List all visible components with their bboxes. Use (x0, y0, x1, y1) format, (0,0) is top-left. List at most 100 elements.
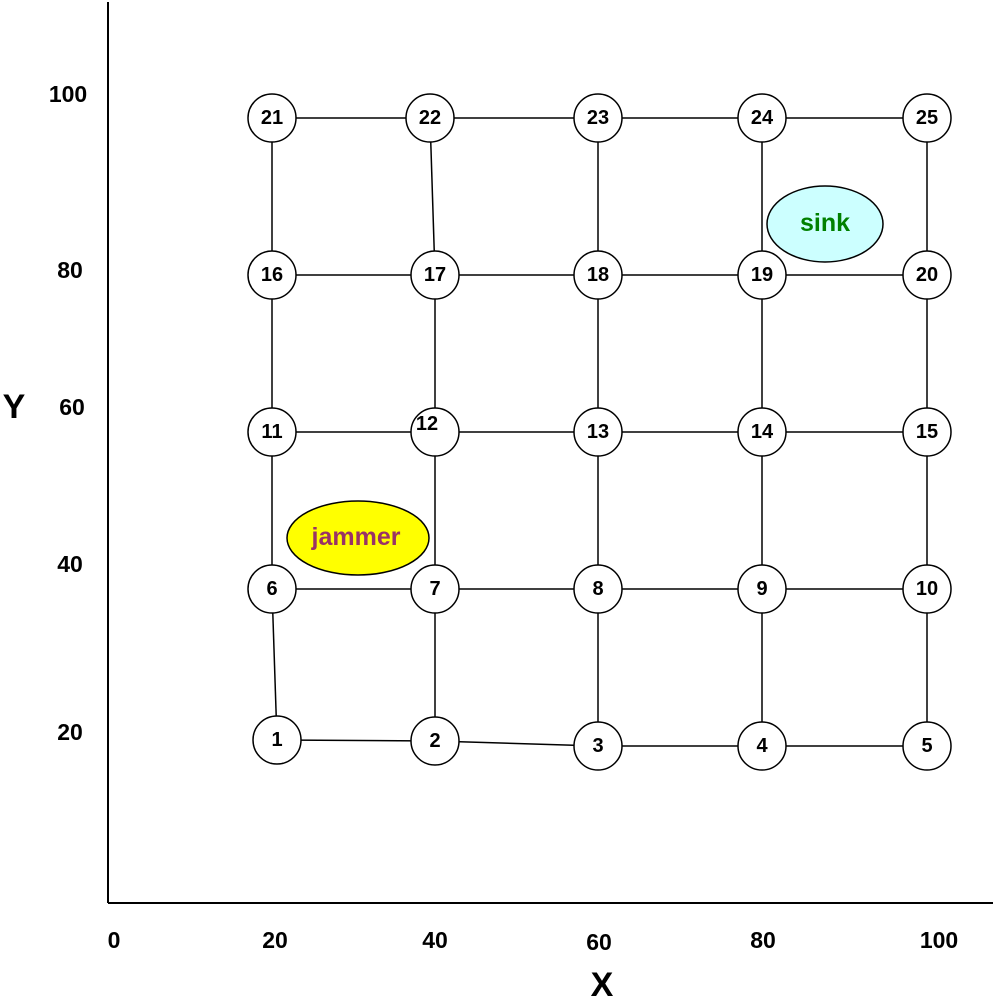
node-label: 23 (587, 107, 609, 129)
node-label: 18 (587, 264, 609, 286)
jammer-label: jammer (311, 523, 401, 551)
node-label: 19 (751, 264, 773, 286)
node-label: 8 (592, 578, 603, 600)
node-8: 8 (573, 564, 623, 614)
node-circle (410, 250, 460, 300)
node-circle (410, 564, 460, 614)
node-label: 11 (261, 421, 282, 443)
node-7: 7 (410, 564, 460, 614)
node-2: 2 (410, 716, 460, 766)
jammer-ellipse (286, 500, 430, 576)
node-circle (902, 93, 952, 143)
node-label: 12 (416, 413, 438, 435)
edge-2-3 (434, 740, 599, 747)
y-tick-label: 100 (49, 81, 87, 107)
node-label: 14 (751, 421, 774, 443)
node-circle (902, 564, 952, 614)
node-24: 24 (737, 93, 787, 143)
node-circle (737, 407, 787, 457)
sink-label: sink (800, 209, 850, 237)
node-circle (573, 564, 623, 614)
node-circle (737, 564, 787, 614)
node-circle (247, 407, 297, 457)
node-circle (573, 93, 623, 143)
sink-ellipse (766, 185, 884, 263)
node-label: 1 (271, 729, 282, 751)
jammer-marker: jammer (286, 500, 430, 576)
node-6: 6 (247, 564, 297, 614)
x-tick-label: 40 (422, 927, 448, 953)
y-tick-label: 60 (59, 394, 85, 420)
node-label: 7 (429, 578, 440, 600)
node-4: 4 (737, 721, 787, 771)
node-label: 21 (261, 107, 283, 129)
node-label: 5 (921, 735, 932, 757)
node-circle (247, 93, 297, 143)
edge-1-6 (271, 588, 278, 741)
node-label: 2 (429, 730, 440, 752)
node-circle (247, 250, 297, 300)
node-circle (573, 407, 623, 457)
node-17: 17 (410, 250, 460, 300)
node-label: 6 (266, 578, 277, 600)
y-tick-label: 80 (57, 257, 83, 283)
y-axis-title: Y (3, 388, 26, 426)
node-circle (737, 250, 787, 300)
node-circle (252, 715, 302, 765)
node-14: 14 (737, 407, 787, 457)
node-22: 22 (405, 93, 455, 143)
node-25: 25 (902, 93, 952, 143)
node-3: 3 (573, 721, 623, 771)
node-15: 15 (902, 407, 952, 457)
x-tick-label: 80 (750, 927, 776, 953)
node-circle (573, 721, 623, 771)
node-label: 20 (916, 264, 938, 286)
node-13: 13 (573, 407, 623, 457)
node-1: 1 (252, 715, 302, 765)
x-tick-label: 0 (108, 927, 121, 953)
node-circle (902, 250, 952, 300)
node-9: 9 (737, 564, 787, 614)
node-circle (573, 250, 623, 300)
node-circle (737, 93, 787, 143)
x-tick-label: 100 (920, 927, 958, 953)
node-label: 10 (916, 578, 938, 600)
x-tick-label: 60 (586, 929, 612, 955)
y-tick-label: 40 (57, 551, 83, 577)
node-label: 24 (751, 107, 774, 129)
node-12: 12 (410, 407, 460, 457)
x-tick-label: 20 (262, 927, 288, 953)
node-label: 3 (592, 735, 603, 757)
node-circle (902, 721, 952, 771)
node-19: 19 (737, 250, 787, 300)
node-21: 21 (247, 93, 297, 143)
node-circle (902, 407, 952, 457)
node-circle (737, 721, 787, 771)
node-11: 11 (247, 407, 297, 457)
node-circle (410, 407, 460, 457)
node-label: 9 (756, 578, 767, 600)
node-label: 13 (587, 421, 609, 443)
x-axis-title: X (591, 966, 614, 1000)
node-circle (410, 716, 460, 766)
node-10: 10 (902, 564, 952, 614)
y-tick-label: 20 (57, 719, 83, 745)
x-tick-labels: 0 20 40 60 80 100 (108, 927, 959, 955)
node-23: 23 (573, 93, 623, 143)
y-tick-labels: 20 40 60 80 100 (49, 81, 87, 745)
edge-17-22 (429, 117, 436, 276)
node-circle (405, 93, 455, 143)
node-5: 5 (902, 721, 952, 771)
node-label: 15 (916, 421, 938, 443)
node-label: 16 (261, 264, 283, 286)
node-label: 17 (424, 264, 446, 286)
node-20: 20 (902, 250, 952, 300)
node-label: 22 (419, 107, 441, 129)
sink-marker: sink (766, 185, 884, 263)
node-18: 18 (573, 250, 623, 300)
edge-1-2 (276, 739, 436, 742)
node-label: 25 (916, 107, 938, 129)
node-16: 16 (247, 250, 297, 300)
